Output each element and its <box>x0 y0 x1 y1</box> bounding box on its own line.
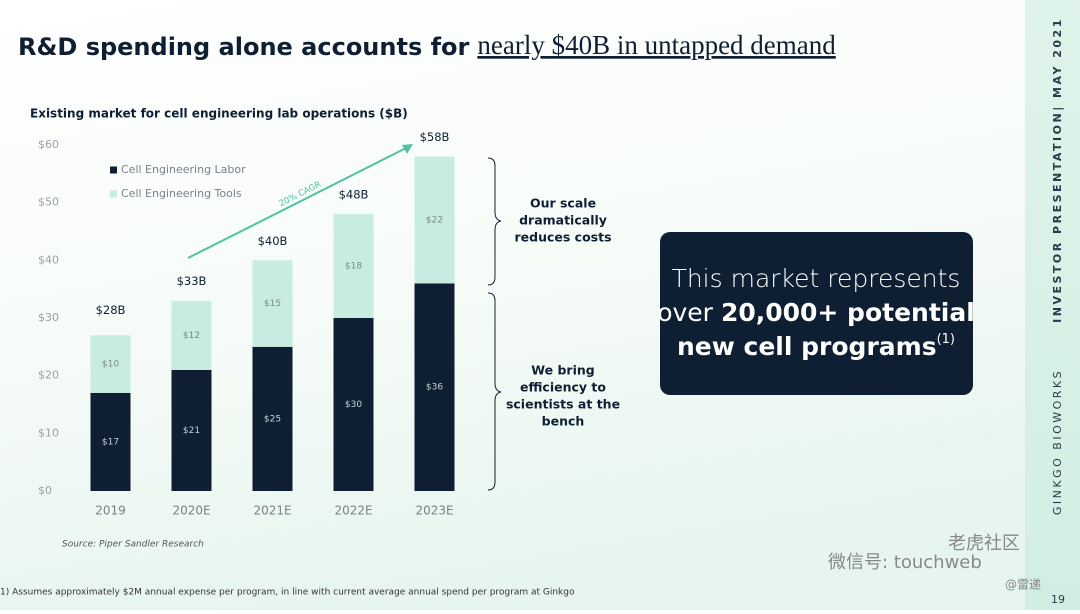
note-line: Our scale <box>530 196 596 211</box>
callout-box <box>660 232 973 395</box>
note-line: dramatically <box>519 213 607 228</box>
brace <box>487 157 502 286</box>
legend-swatch <box>110 190 117 198</box>
value-label: $10 <box>102 360 119 370</box>
chart: $0 $10 $20 $30 $40 $50 $60 Cell Engineering Lab… <box>38 130 455 518</box>
title: R&D spending alone accounts for nearly $4… <box>18 30 836 61</box>
watermark-text: @雷递 <box>1005 578 1041 592</box>
x-tick-label: 2019 <box>95 504 126 518</box>
callout-bold: 20,000+ potential <box>721 298 975 327</box>
bar-segment <box>90 335 131 393</box>
callout: This market represents over 20,000+ poten… <box>657 264 975 361</box>
note-line: We bring <box>531 363 594 378</box>
title-bold: R&D spending alone accounts for <box>18 33 470 61</box>
value-label: $12 <box>183 331 200 341</box>
footnote: 1) Assumes approximately $2M annual expe… <box>0 588 575 598</box>
bar-segment <box>414 156 455 284</box>
total-label: $58B <box>420 130 450 144</box>
title-serif: nearly $40B in untapped demand <box>477 30 836 60</box>
bar-segment <box>252 346 293 491</box>
callout-bold: new cell programs <box>677 332 937 361</box>
cagr-arrowhead <box>402 144 413 154</box>
callout-line: This market represents <box>672 264 961 293</box>
cagr-arrow <box>187 147 407 259</box>
legend-label: Cell Engineering Tools <box>121 187 242 200</box>
watermark-text: 老虎社区 <box>948 533 1020 554</box>
bar-segment <box>414 283 455 491</box>
source: Source: Piper Sandler Research <box>62 540 204 550</box>
legend-swatch <box>110 166 117 174</box>
x-tick-label: 2022E <box>334 504 372 518</box>
y-tick-label: $50 <box>38 196 59 209</box>
value-label: $36 <box>426 383 443 393</box>
note-bottom: We bring efficiency to scientists at the… <box>506 363 620 429</box>
bar-segment <box>333 214 374 318</box>
value-label: $25 <box>264 414 281 424</box>
y-tick-label: $20 <box>38 369 59 382</box>
total-label: $40B <box>258 234 288 248</box>
note-line: scientists at the <box>506 397 620 412</box>
note-top: Our scale dramatically reduces costs <box>514 196 611 245</box>
legend-label: Cell Engineering Labor <box>121 163 246 176</box>
value-label: $21 <box>183 426 200 436</box>
bar-segment <box>90 392 131 491</box>
total-label: $33B <box>177 274 207 288</box>
callout-line: new cell programs(1) <box>677 332 955 362</box>
callout-light: over <box>657 298 713 327</box>
bar-segment <box>252 260 293 347</box>
total-label: $48B <box>339 188 369 202</box>
callout-line: over 20,000+ potential <box>657 298 975 327</box>
value-label: $17 <box>102 437 119 447</box>
bar-segment <box>171 300 212 370</box>
side-band <box>1025 0 1080 610</box>
x-tick-label: 2020E <box>172 504 210 518</box>
x-tick-label: 2021E <box>253 504 291 518</box>
value-label: $18 <box>345 262 362 272</box>
side-event: INVESTOR PRESENTATION| MAY 2021 <box>1051 17 1064 323</box>
page-number: 19 <box>1051 593 1065 606</box>
y-tick-label: $40 <box>38 253 59 266</box>
y-tick-label: $60 <box>38 138 59 151</box>
chart-title: Existing market for cell engineering lab… <box>30 107 408 121</box>
bar-segment <box>171 369 212 491</box>
y-tick-label: $30 <box>38 311 59 324</box>
value-label: $30 <box>345 400 362 410</box>
note-line: efficiency to <box>520 380 606 395</box>
brace <box>487 292 502 491</box>
note-line: reduces costs <box>514 230 611 245</box>
total-label: $28B <box>96 303 126 317</box>
callout-sup: (1) <box>937 332 955 347</box>
y-tick-label: $0 <box>38 484 52 497</box>
watermark-text: 微信号: touchweb <box>828 552 982 573</box>
note-line: bench <box>542 414 585 429</box>
value-label: $15 <box>264 299 281 309</box>
watermark: 微信号: touchweb 老虎社区 @雷递 <box>828 533 1041 592</box>
side-company: GINKGO BIOWORKS <box>1051 369 1064 515</box>
value-label: $22 <box>426 215 443 225</box>
x-tick-label: 2023E <box>415 504 453 518</box>
bar-segment <box>333 318 374 491</box>
y-tick-label: $10 <box>38 426 59 439</box>
